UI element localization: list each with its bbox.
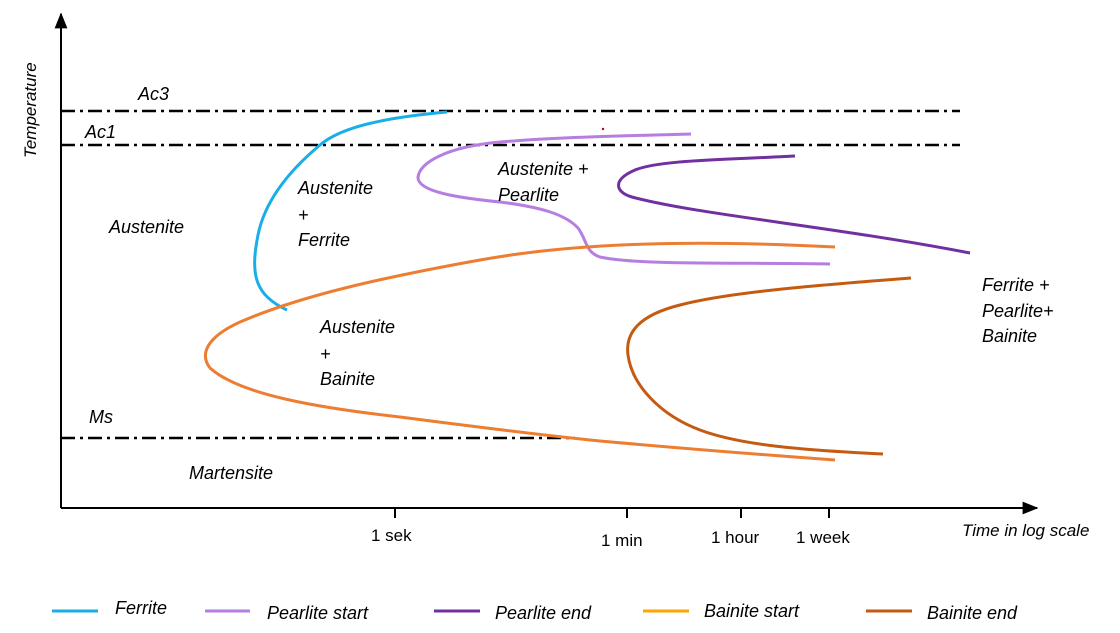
region-ferrite-pearlite-bainite-line2: Pearlite+ (982, 301, 1054, 321)
ms-label: Ms (89, 407, 113, 427)
tick-label-1sek: 1 sek (371, 526, 412, 545)
bainite-end-curve (626, 276, 912, 456)
tick-label-1week: 1 week (796, 528, 850, 547)
legend-label-ferrite: Ferrite (115, 598, 167, 618)
legend-label-bainite-end: Bainite end (927, 603, 1018, 623)
legend-label-pearlite-start: Pearlite start (267, 603, 369, 623)
tick-label-1hour: 1 hour (711, 528, 760, 547)
region-austenite-ferrite-line2: + (298, 205, 309, 225)
legend-label-pearlite-end: Pearlite end (495, 603, 592, 623)
tick-label-1min: 1 min (601, 531, 643, 550)
region-austenite-bainite-line3: Bainite (320, 369, 375, 389)
ac1-label: Ac1 (84, 122, 116, 142)
region-martensite: Martensite (189, 463, 273, 483)
pearlite-end-curve (617, 154, 971, 255)
region-ferrite-pearlite-bainite-line1: Ferrite + (982, 275, 1050, 295)
pearlite-start-curve (416, 132, 831, 266)
region-austenite-bainite-line2: + (320, 344, 331, 364)
region-austenite-bainite-line1: Austenite (319, 317, 395, 337)
legend: Ferrite Pearlite start Pearlite end Bain… (52, 598, 1018, 623)
y-axis-label: Temperature (21, 62, 40, 158)
bainite-start-curve (204, 241, 836, 462)
region-austenite-ferrite-line3: Ferrite (298, 230, 350, 250)
region-ferrite-pearlite-bainite-line3: Bainite (982, 326, 1037, 346)
region-austenite-pearlite-line1: Austenite + (497, 159, 589, 179)
stray-dot (601, 127, 605, 131)
x-axis-label: Time in log scale (962, 521, 1089, 540)
region-austenite-pearlite-line2: Pearlite (498, 185, 559, 205)
region-austenite-ferrite-line1: Austenite (297, 178, 373, 198)
legend-label-bainite-start: Bainite start (704, 601, 800, 621)
ac3-label: Ac3 (137, 84, 169, 104)
region-austenite: Austenite (108, 217, 184, 237)
ferrite-curve (253, 110, 448, 312)
